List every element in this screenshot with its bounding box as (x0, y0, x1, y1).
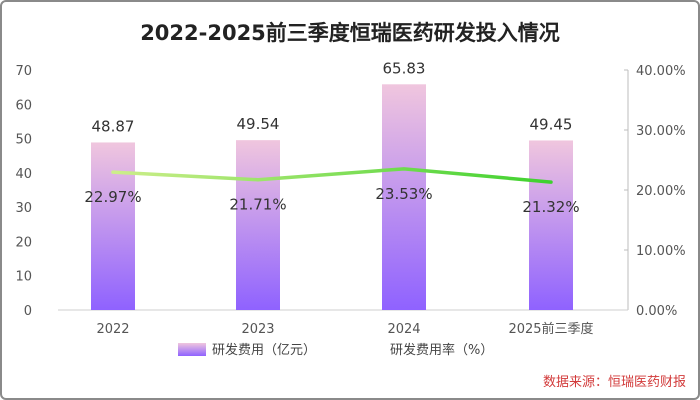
x-category-label: 2022 (96, 322, 129, 337)
legend-bar-label: 研发费用（亿元） (212, 342, 316, 358)
bar-value-label: 49.54 (237, 115, 280, 133)
bar-value-label: 48.87 (92, 117, 135, 135)
line-value-label: 21.32% (522, 198, 579, 216)
bar-value-label: 49.45 (530, 115, 573, 133)
right-axis: 0.00% 10.00% 20.00% 30.00% 40.00% (624, 64, 686, 319)
line-value-label: 23.53% (375, 185, 432, 203)
left-tick-label: 20 (15, 235, 32, 250)
left-tick-label: 10 (15, 270, 32, 285)
source-note: 数据来源：恒瑞医药财报 (543, 375, 686, 390)
left-tick-label: 40 (15, 167, 32, 182)
x-category-label: 2024 (387, 322, 420, 337)
right-tick-label: 40.00% (636, 64, 686, 79)
x-category-label: 2023 (241, 322, 274, 337)
right-tick-label: 10.00% (636, 244, 686, 259)
line-series (111, 167, 553, 184)
bar-2023 (236, 140, 280, 310)
bar-value-labels: 48.87 49.54 65.83 49.45 (92, 59, 573, 135)
left-tick-label: 0 (24, 304, 32, 319)
bar-2024 (382, 84, 426, 310)
line-value-label: 22.97% (84, 188, 141, 206)
legend-line-label: 研发费用率（%） (390, 342, 493, 358)
left-tick-label: 70 (15, 64, 32, 79)
right-tick-label: 30.00% (636, 124, 686, 139)
left-tick-label: 50 (15, 133, 32, 148)
rd-ratio-line (111, 167, 553, 184)
x-category-label: 2025前三季度 (508, 321, 593, 337)
legend-bar-swatch (178, 343, 206, 356)
left-axis: 0 10 20 30 40 50 60 70 (15, 64, 32, 319)
right-tick-label: 20.00% (636, 184, 686, 199)
bar-series (91, 84, 573, 310)
bar-2022 (91, 142, 135, 310)
left-tick-label: 60 (15, 98, 32, 113)
left-tick-label: 30 (15, 201, 32, 216)
chart-title: 2022-2025前三季度恒瑞医药研发投入情况 (140, 21, 560, 45)
line-value-label: 21.71% (229, 196, 286, 214)
bar-value-label: 65.83 (383, 59, 426, 77)
line-value-labels: 22.97% 21.71% 23.53% 21.32% (84, 185, 579, 216)
bar-2025前三季度 (529, 140, 573, 310)
x-axis-labels: 2022 2023 2024 2025前三季度 (96, 321, 593, 337)
right-tick-label: 0.00% (636, 304, 677, 319)
